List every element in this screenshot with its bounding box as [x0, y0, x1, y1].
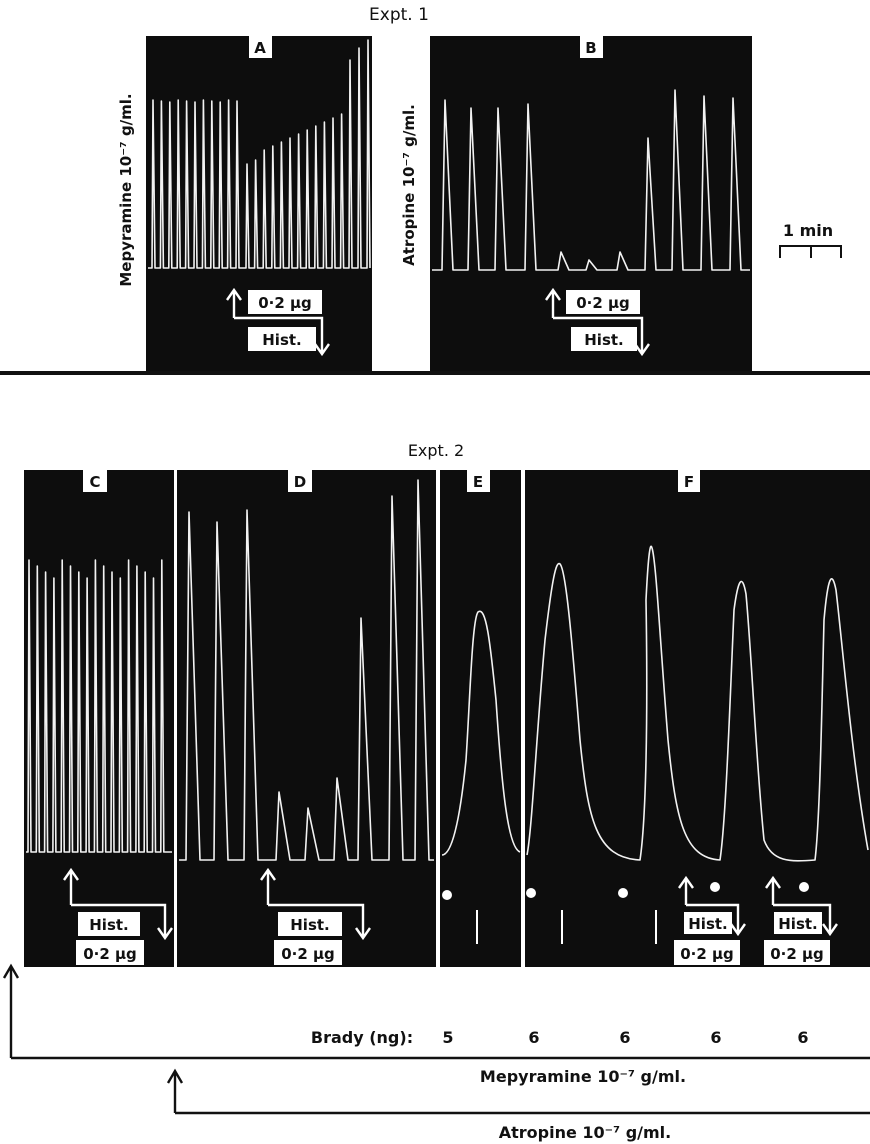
panel-c-trace: [26, 559, 172, 853]
panel-d-agent: Hist.: [290, 916, 330, 934]
panel-f-background: [525, 470, 870, 967]
panel-f-agent-box-1: [684, 912, 732, 934]
panel-b-side-label: Atropine 10⁻⁷ g/ml.: [400, 104, 418, 266]
panel-a-agent: Hist.: [262, 331, 302, 349]
panel-f-bradykinin-dot-4: [799, 882, 809, 892]
panel-f-bradykinin-dot-2: [618, 888, 628, 898]
atropine-bracket: [166, 1068, 870, 1115]
panel-e-bradykinin-dot: [442, 890, 452, 900]
panel-c-dose: 0·2 μg: [83, 945, 137, 963]
mepyramine-bracket: [2, 963, 870, 1060]
panel-a: A 0·2 μg Hist.: [146, 36, 372, 373]
panel-f-letter-box: [678, 470, 700, 492]
panel-c-letter: C: [89, 473, 100, 491]
panel-a-dose-box: [248, 290, 322, 314]
panel-a-dose: 0·2 μg: [258, 294, 312, 312]
panel-e-bradykinin-mark: [476, 910, 478, 944]
panel-a-agent-box: [248, 327, 316, 351]
panel-a-hist-arrow: [226, 287, 330, 357]
panel-c-dose-box: [76, 940, 144, 965]
panel-f-dose-2: 0·2 μg: [770, 945, 824, 963]
panel-a-trace: [148, 39, 371, 269]
brady-dose-1: 5: [442, 1028, 453, 1047]
panel-f-bradykinin-mark-1: [561, 910, 563, 944]
expt1-baseline-rule: [0, 371, 870, 375]
panel-f-bradykinin-mark-2: [655, 910, 657, 944]
panel-a-letter: A: [254, 39, 266, 57]
expt1-title: Expt. 1: [369, 5, 429, 25]
panel-c-letter-box: [83, 470, 107, 492]
panel-b-letter-box: [580, 36, 603, 58]
panel-f-agent-box-2: [774, 912, 822, 934]
panel-f-bradykinin-dot-3: [710, 882, 720, 892]
panel-f: F Hist. 0·2 μg Hist. 0·2 μg: [525, 470, 870, 967]
panel-d-hist-arrow: [260, 867, 371, 941]
panel-f-dose-1: 0·2 μg: [680, 945, 734, 963]
panel-b-letter: B: [585, 39, 596, 57]
brady-dose-5: 6: [797, 1028, 808, 1047]
brady-dose-2: 6: [528, 1028, 539, 1047]
panel-f-dose-box-2: [764, 940, 830, 965]
panel-a-side-label: Mepyramine 10⁻⁷ g/ml.: [117, 93, 135, 286]
panel-e-letter-box: [467, 470, 490, 492]
panel-d-background: [177, 470, 436, 967]
panel-b-hist-arrow: [545, 287, 650, 357]
panel-f-hist-arrow-1: [678, 875, 746, 937]
panel-c-agent-box: [78, 912, 140, 936]
panel-d-dose: 0·2 μg: [281, 945, 335, 963]
panel-e: E: [440, 470, 521, 967]
panel-d-letter-box: [288, 470, 312, 492]
brady-dose-3: 6: [619, 1028, 630, 1047]
panel-d-dose-box: [274, 940, 342, 965]
panel-b-trace: [432, 89, 750, 271]
panel-b-dose-box: [566, 290, 640, 314]
time-scale-bar: 1 min: [779, 221, 842, 258]
panel-f-agent-2: Hist.: [778, 915, 818, 933]
panel-b-agent: Hist.: [584, 331, 624, 349]
panel-d-trace: [179, 479, 434, 861]
panel-b-dose: 0·2 μg: [576, 294, 630, 312]
time-scale-label: 1 min: [783, 221, 833, 240]
brady-label: Brady (ng):: [311, 1028, 413, 1047]
panel-f-bradykinin-dot-1: [526, 888, 536, 898]
panel-f-dose-box-1: [674, 940, 740, 965]
panel-d: D Hist. 0·2 μg: [177, 470, 436, 967]
panel-c-background: [24, 470, 174, 967]
panel-f-hist-arrow-2: [765, 875, 838, 937]
panel-c: C Hist. 0·2 μg: [24, 470, 174, 967]
panel-f-letter: F: [684, 473, 694, 491]
panel-e-background: [440, 470, 521, 967]
panel-d-agent-box: [278, 912, 342, 936]
panel-f-agent-1: Hist.: [688, 915, 728, 933]
panel-d-letter: D: [294, 473, 306, 491]
panel-b-agent-box: [571, 327, 637, 351]
panel-b-background: [430, 36, 752, 373]
brady-dose-4: 6: [710, 1028, 721, 1047]
panel-f-trace: [526, 545, 869, 862]
expt2-title: Expt. 2: [408, 441, 464, 460]
mepyramine-label: Mepyramine 10⁻⁷ g/ml.: [480, 1067, 686, 1086]
panel-c-hist-arrow: [63, 867, 173, 941]
panel-e-letter: E: [473, 473, 483, 491]
panel-e-trace: [441, 610, 521, 856]
atropine-label: Atropine 10⁻⁷ g/ml.: [499, 1123, 671, 1142]
panel-c-agent: Hist.: [89, 916, 129, 934]
panel-b: B 0·2 μg Hist.: [430, 36, 752, 373]
panel-a-letter-box: [249, 36, 272, 58]
